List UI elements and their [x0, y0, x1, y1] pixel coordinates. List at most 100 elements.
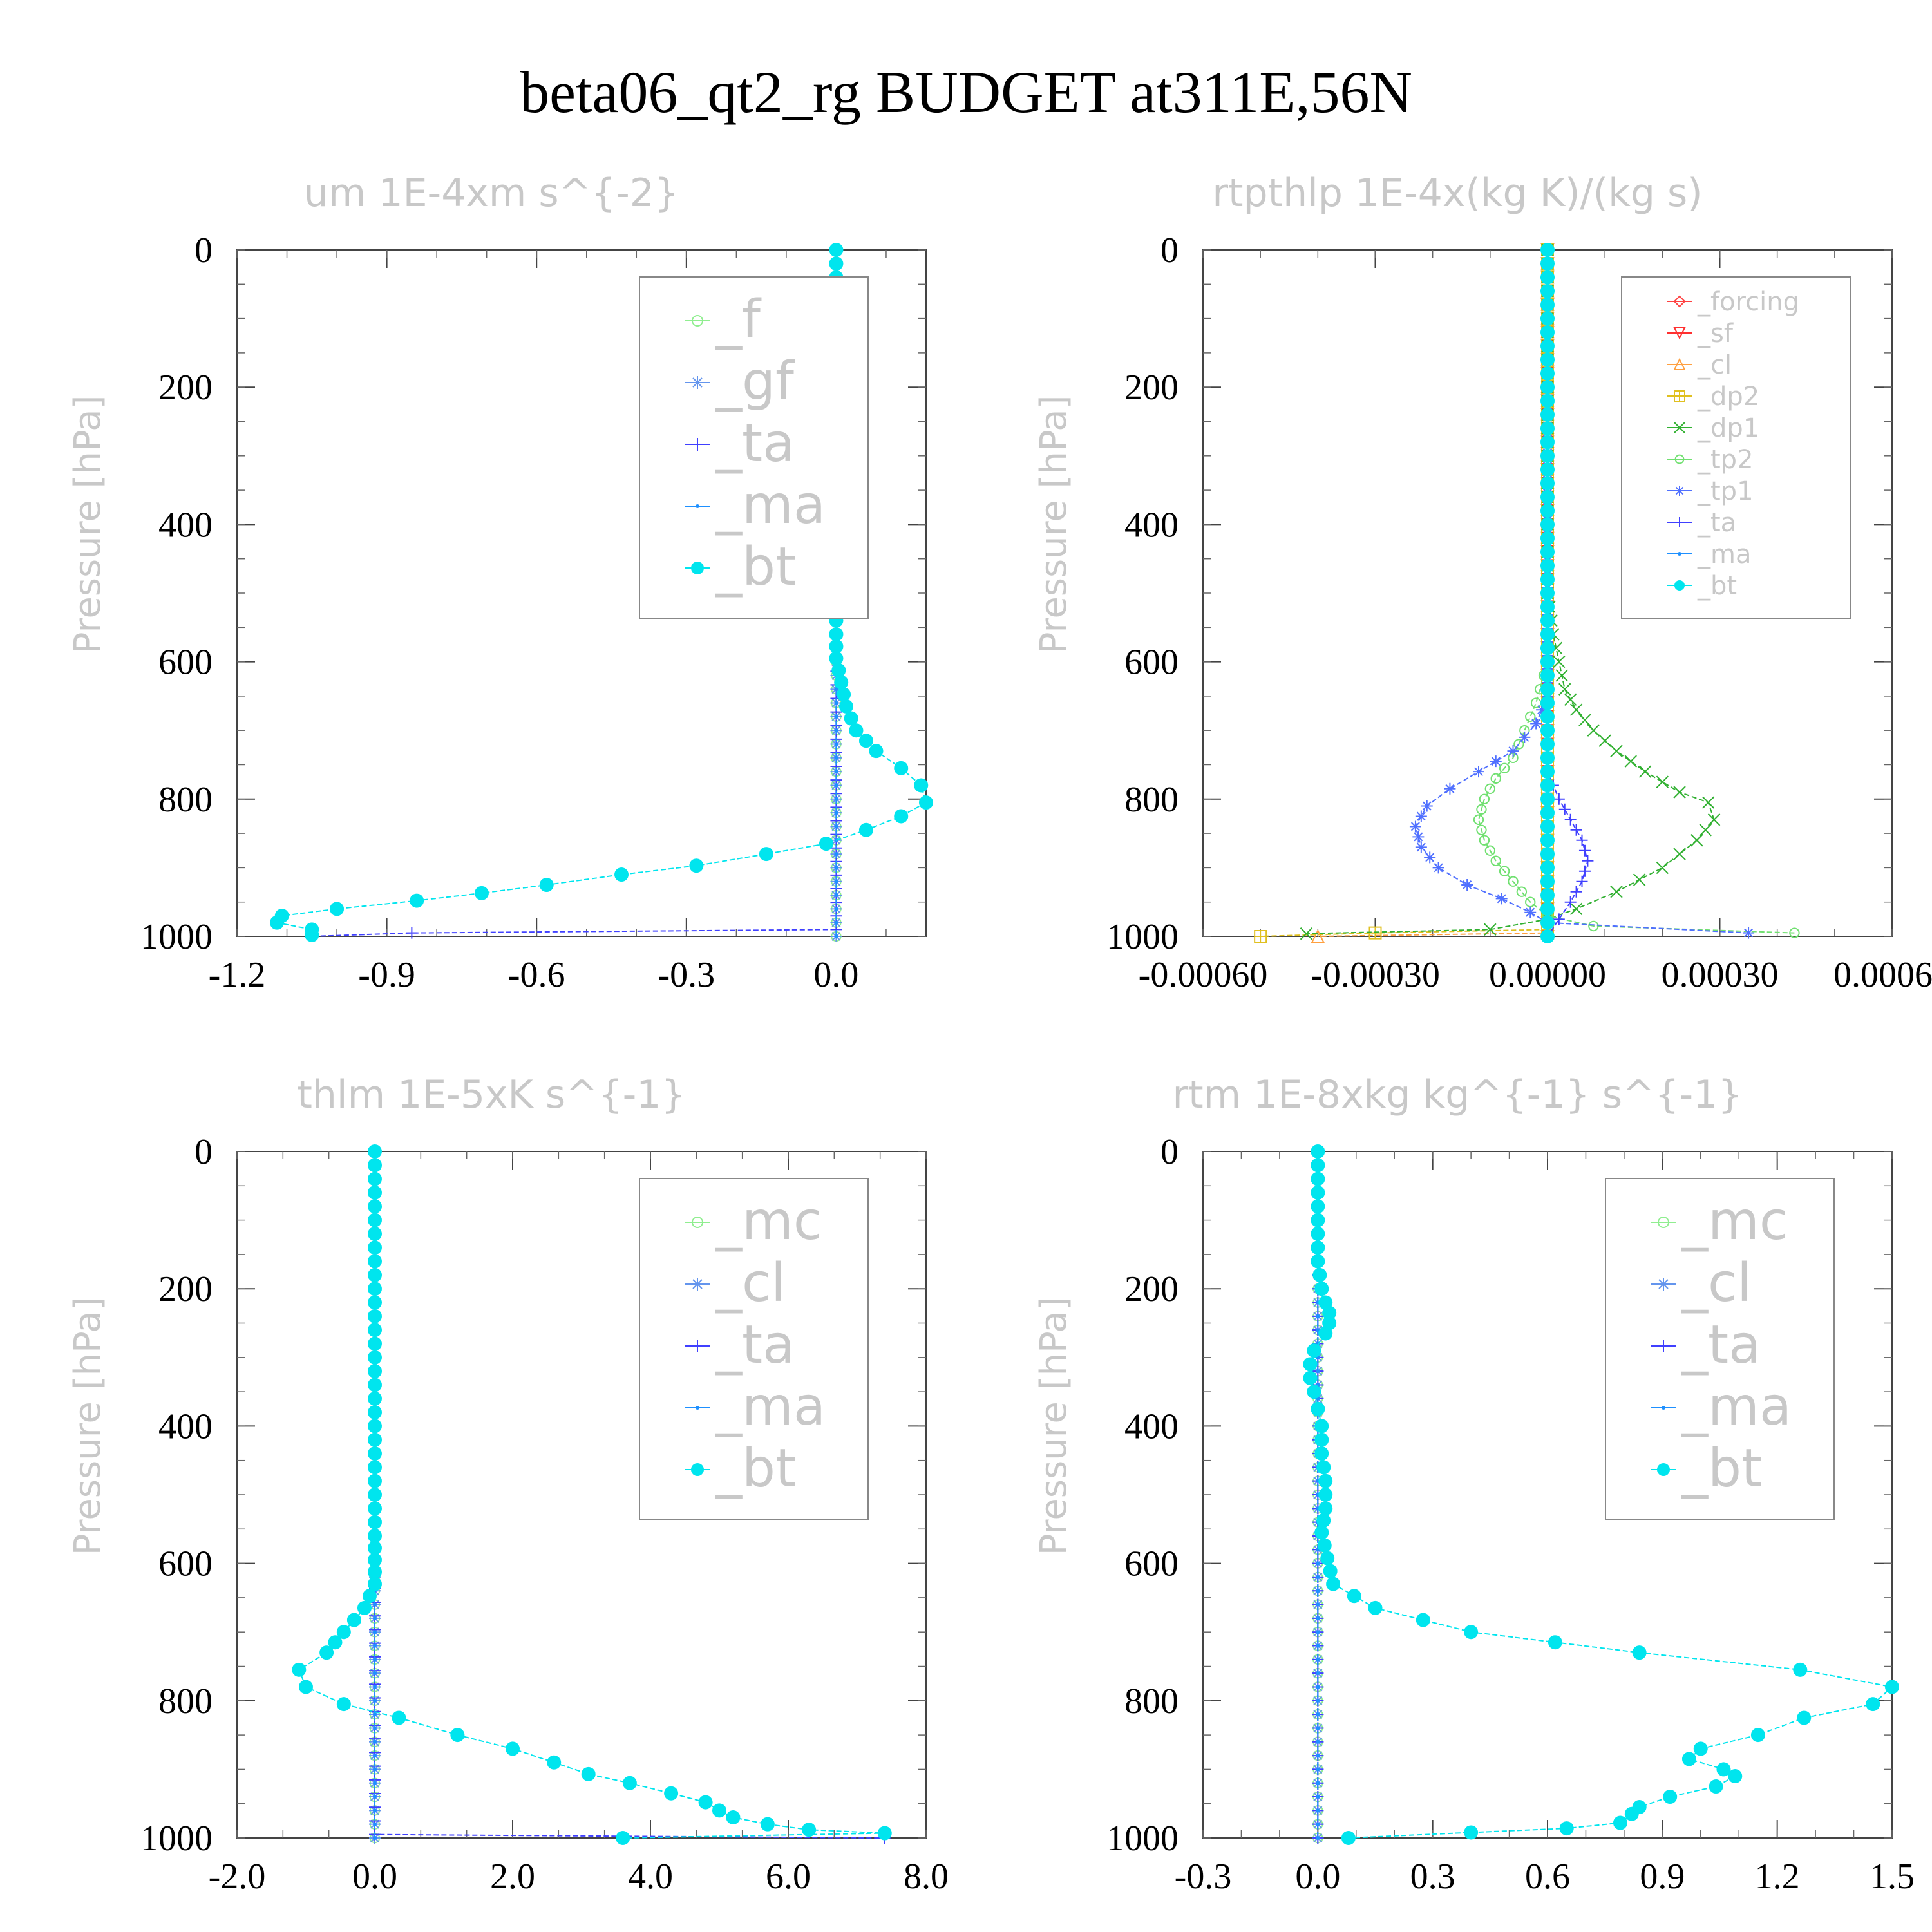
- legend-label: _bt: [715, 536, 796, 598]
- data-point: [368, 1405, 382, 1420]
- data-point: [1569, 902, 1583, 916]
- x-tick-label: 0.3: [1410, 1857, 1455, 1897]
- legend-marker: [692, 1217, 703, 1228]
- data-point: [368, 1432, 382, 1447]
- data-point: [831, 663, 846, 677]
- series-dp2: [1254, 243, 1554, 943]
- data-point: [1559, 1821, 1574, 1836]
- data-point: [1484, 783, 1496, 795]
- data-point: [336, 1697, 351, 1712]
- data-point: [368, 1185, 382, 1200]
- data-point: [1576, 875, 1588, 887]
- data-point: [368, 1323, 382, 1338]
- data-point: [1540, 448, 1555, 463]
- data-point: [858, 734, 873, 748]
- chart-panel-rtpthlp: rtpthlp 1E-4x(kg K)/(kg s) Pressure [hPa]…: [1033, 171, 1932, 995]
- legend-item: _ma: [1651, 1376, 1792, 1437]
- data-point: [1540, 806, 1555, 820]
- x-tick-label: 1.5: [1870, 1857, 1915, 1897]
- data-point: [1341, 1831, 1356, 1845]
- data-point: [1624, 755, 1637, 768]
- data-point: [1316, 1726, 1320, 1730]
- data-point: [1316, 1513, 1331, 1528]
- data-point: [834, 934, 838, 938]
- data-point: [1314, 1432, 1329, 1447]
- data-point: [834, 728, 838, 733]
- data-point: [834, 907, 838, 911]
- legend-marker: [692, 315, 703, 327]
- data-point: [834, 742, 838, 746]
- data-point: [1540, 504, 1555, 518]
- data-point: [1693, 1741, 1708, 1756]
- data-point: [1540, 489, 1555, 504]
- data-point: [1316, 1671, 1320, 1676]
- data-point: [1540, 860, 1555, 875]
- data-point: [368, 1226, 382, 1241]
- data-point: [1558, 683, 1571, 696]
- data-point: [614, 867, 629, 882]
- data-point: [1479, 793, 1490, 804]
- data-point: [1490, 773, 1501, 784]
- legend-label: _ma: [1697, 540, 1751, 569]
- data-point: [1553, 913, 1565, 925]
- chart-panel-um: um 1E-4xm s^{-2} Pressure [hPa] 0 200 400 600…: [67, 171, 933, 995]
- data-point: [368, 1564, 382, 1579]
- data-point: [1424, 851, 1436, 864]
- data-point: [698, 1795, 713, 1810]
- data-point: [1311, 1226, 1325, 1241]
- data-point: [1540, 709, 1555, 724]
- legend-item: _ta: [1651, 1314, 1761, 1376]
- data-point: [1307, 1343, 1321, 1358]
- data-point: [1530, 697, 1542, 708]
- data-point: [368, 1528, 382, 1543]
- data-point: [539, 878, 554, 893]
- legend-item: _ta: [685, 413, 795, 474]
- data-point: [1507, 745, 1519, 757]
- legend-item: _ta: [1667, 508, 1736, 538]
- data-point: [1316, 1369, 1320, 1374]
- legend-item: _tp2: [1667, 445, 1754, 475]
- legend-marker: [691, 562, 704, 574]
- y-tick-label: 400: [158, 1406, 213, 1446]
- data-point: [1638, 765, 1652, 778]
- data-point: [1578, 714, 1591, 726]
- data-point: [373, 1630, 377, 1634]
- legend-label: _dp1: [1697, 413, 1759, 443]
- legend-box: [639, 1178, 869, 1520]
- data-point: [1525, 711, 1536, 723]
- x-tick-label: 1.2: [1755, 1857, 1800, 1897]
- data-point: [373, 1616, 377, 1620]
- data-point: [689, 858, 704, 873]
- data-point: [299, 1680, 313, 1694]
- data-point: [1316, 1575, 1320, 1579]
- data-point: [1540, 476, 1555, 491]
- data-point: [1540, 888, 1555, 903]
- data-point: [1300, 927, 1313, 940]
- data-point: [1540, 558, 1555, 573]
- data-point: [837, 687, 851, 702]
- data-point: [1444, 782, 1456, 795]
- data-point: [834, 783, 838, 788]
- data-point: [834, 824, 838, 829]
- data-point: [1499, 866, 1510, 876]
- data-point: [1587, 724, 1600, 737]
- legend-item: _sf: [1667, 319, 1734, 348]
- data-point: [1316, 1712, 1320, 1717]
- data-point: [1728, 1769, 1743, 1784]
- legend-label: _ta: [715, 413, 795, 474]
- data-point: [1508, 876, 1519, 887]
- data-point: [1316, 1698, 1320, 1703]
- data-point: [1576, 834, 1588, 846]
- legend-marker: [696, 504, 699, 508]
- legend-item: _bt: [685, 536, 796, 598]
- data-point: [373, 1685, 377, 1689]
- data-point: [368, 1282, 382, 1296]
- data-point: [368, 1391, 382, 1406]
- data-point: [1663, 1790, 1678, 1804]
- legend-label: _ta: [1681, 1314, 1761, 1376]
- legend-marker: [1673, 295, 1686, 308]
- x-tick-label: -0.00030: [1311, 955, 1440, 995]
- y-axis-label: Pressure [hPa]: [67, 395, 109, 654]
- data-point: [1368, 926, 1382, 940]
- data-point: [829, 243, 844, 257]
